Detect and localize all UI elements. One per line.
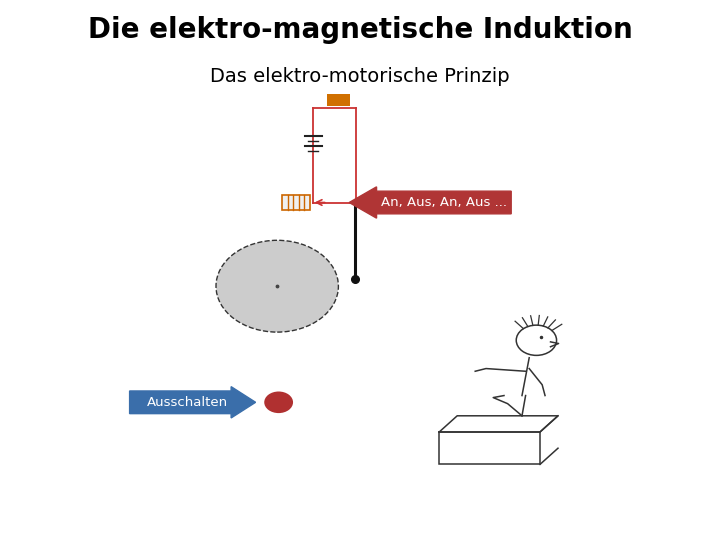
Text: Ausschalten: Ausschalten bbox=[147, 396, 228, 409]
FancyBboxPatch shape bbox=[327, 94, 350, 106]
Text: Das elektro-motorische Prinzip: Das elektro-motorische Prinzip bbox=[210, 68, 510, 86]
FancyArrow shape bbox=[130, 387, 256, 418]
FancyArrow shape bbox=[349, 187, 511, 218]
Text: Die elektro-magnetische Induktion: Die elektro-magnetische Induktion bbox=[88, 16, 632, 44]
Circle shape bbox=[264, 392, 293, 413]
Circle shape bbox=[216, 240, 338, 332]
FancyBboxPatch shape bbox=[282, 195, 310, 210]
Text: An, Aus, An, Aus ...: An, Aus, An, Aus ... bbox=[381, 196, 507, 209]
